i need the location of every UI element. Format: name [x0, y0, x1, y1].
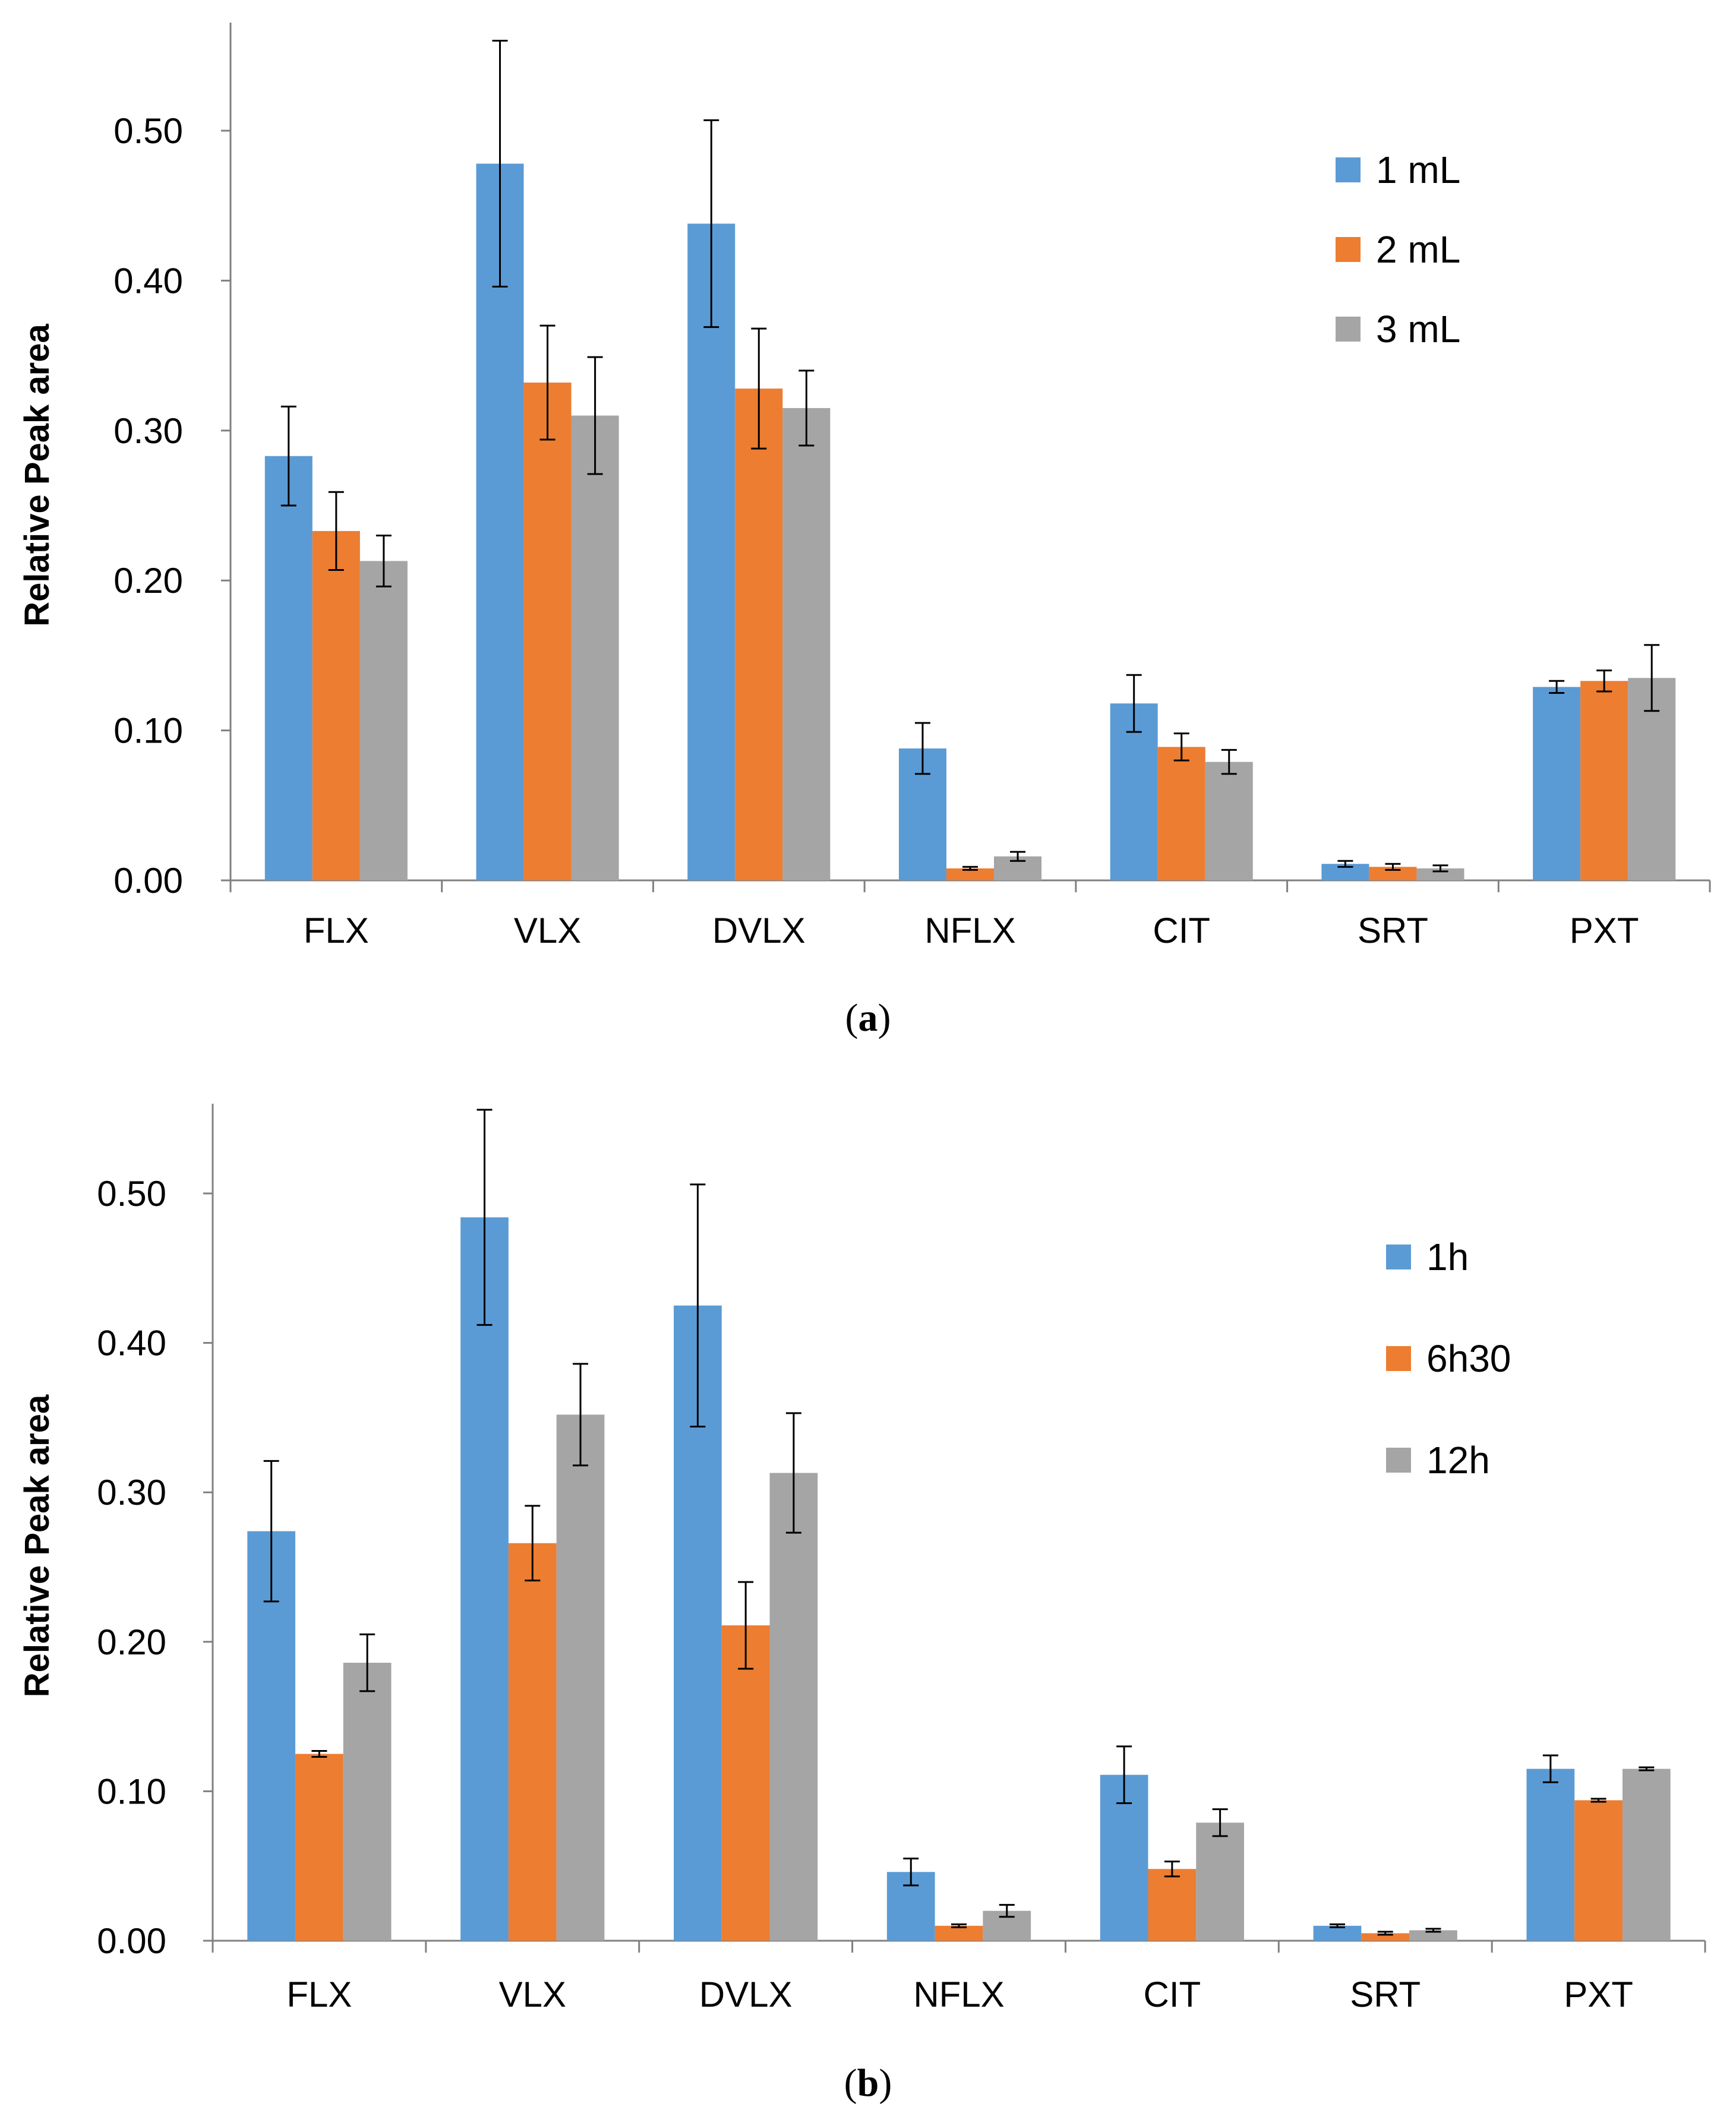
- y-tick-label: 0.10: [113, 711, 183, 751]
- category-label: PXT: [1570, 911, 1639, 950]
- panel-caption: (a): [845, 996, 891, 1040]
- bar-cit-1: [1157, 747, 1205, 880]
- bar-pxt-1: [1580, 681, 1628, 880]
- bar-cit-2: [1196, 1823, 1244, 1941]
- bar-pxt-0: [1526, 1768, 1575, 1941]
- legend-label: 1h: [1426, 1236, 1469, 1278]
- bar-srt-2: [1416, 868, 1464, 880]
- bar-nflx-1: [935, 1925, 983, 1941]
- category-label: CIT: [1144, 1975, 1201, 2014]
- bar-pxt-1: [1574, 1800, 1623, 1941]
- bar-flx-1: [312, 530, 360, 880]
- bar-dvlx-1: [735, 389, 783, 880]
- bar-pxt-2: [1622, 1768, 1671, 1941]
- bar-flx-1: [295, 1754, 343, 1941]
- legend-label: 2 mL: [1376, 228, 1460, 271]
- bar-flx-0: [264, 456, 313, 880]
- bar-nflx-1: [946, 868, 995, 880]
- bar-vlx-1: [523, 383, 572, 880]
- y-tick-label: 0.00: [97, 1921, 166, 1961]
- y-axis-title: Relative Peak area: [18, 1394, 56, 1697]
- bar-srt-0: [1313, 1925, 1362, 1941]
- legend-label: 6h30: [1426, 1337, 1511, 1380]
- category-label: NFLX: [913, 1975, 1004, 2014]
- caption-open-paren: (: [845, 996, 858, 1040]
- panel-caption: (b): [844, 2061, 892, 2105]
- bar-dvlx-1: [721, 1625, 770, 1941]
- bar-cit-2: [1205, 762, 1253, 880]
- y-tick-label: 0.30: [113, 411, 183, 451]
- bar-cit-0: [1110, 703, 1158, 880]
- category-label: DVLX: [712, 911, 806, 950]
- category-label: VLX: [514, 911, 581, 950]
- category-label: FLX: [286, 1975, 352, 2014]
- caption-close-paren: ): [879, 2061, 892, 2105]
- y-tick-label: 0.30: [97, 1473, 166, 1512]
- legend-swatch: [1336, 237, 1361, 262]
- caption-letter: b: [857, 2061, 879, 2105]
- legend-swatch: [1386, 1346, 1411, 1371]
- y-tick-label: 0.20: [97, 1622, 166, 1662]
- category-label: FLX: [304, 911, 369, 950]
- legend: 1h 6h30 12h: [1386, 1236, 1511, 1482]
- category-label: SRT: [1350, 1975, 1421, 2014]
- bar-dvlx-0: [687, 223, 736, 880]
- category-label: DVLX: [699, 1975, 793, 2014]
- y-tick-label: 0.50: [113, 111, 183, 151]
- y-tick-label: 0.20: [113, 561, 183, 601]
- bar-pxt-0: [1533, 687, 1581, 880]
- bar-srt-2: [1409, 1930, 1457, 1941]
- bar-dvlx-2: [769, 1473, 818, 1941]
- chart-panel-a: 0.00 0.10 0.20 0.30 0.40 0.50 FLX VLX DVLX NFLX CI…: [18, 23, 1711, 1040]
- caption-letter: a: [858, 996, 878, 1040]
- legend-swatch: [1336, 317, 1361, 342]
- category-label: SRT: [1358, 911, 1428, 950]
- chart-panel-b: 0.00 0.10 0.20 0.30 0.40 0.50 FLX VLX DVLX NFLX CI…: [18, 1104, 1706, 2105]
- y-axis-title: Relative Peak area: [18, 324, 56, 627]
- y-tick-label: 0.10: [97, 1771, 166, 1811]
- bar-srt-1: [1369, 867, 1417, 880]
- legend-swatch: [1386, 1448, 1411, 1473]
- legend-label: 3 mL: [1376, 308, 1460, 350]
- legend-swatch: [1336, 157, 1361, 182]
- y-tick-label: 0.40: [97, 1324, 166, 1363]
- y-tick-label: 0.40: [113, 261, 183, 301]
- category-label: VLX: [499, 1975, 566, 2014]
- bar-flx-2: [343, 1663, 392, 1941]
- y-tick-label: 0.50: [97, 1174, 166, 1214]
- caption-open-paren: (: [844, 2061, 857, 2105]
- caption-close-paren: ): [878, 996, 891, 1040]
- bar-dvlx-2: [782, 408, 831, 880]
- bar-vlx-2: [571, 415, 619, 880]
- legend-swatch: [1386, 1245, 1411, 1269]
- bar-vlx-0: [460, 1217, 509, 1941]
- category-label: CIT: [1153, 911, 1210, 950]
- bar-cit-1: [1148, 1869, 1197, 1941]
- legend: 1 mL 2 mL 3 mL: [1336, 149, 1460, 350]
- category-label: PXT: [1564, 1975, 1633, 2014]
- legend-label: 1 mL: [1376, 149, 1460, 191]
- category-label: NFLX: [924, 911, 1015, 950]
- legend-label: 12h: [1426, 1439, 1490, 1482]
- bar-vlx-2: [556, 1414, 605, 1941]
- bar-vlx-1: [508, 1543, 557, 1941]
- y-tick-label: 0.00: [113, 861, 183, 901]
- bar-srt-1: [1361, 1933, 1410, 1941]
- bar-flx-2: [359, 561, 408, 880]
